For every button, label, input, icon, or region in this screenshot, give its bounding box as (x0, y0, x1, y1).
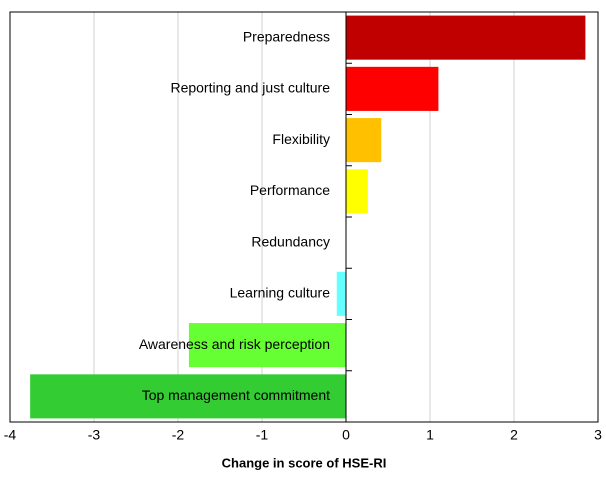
category-label: Performance (250, 182, 330, 198)
x-tick-label: -4 (4, 427, 17, 443)
bar (30, 374, 346, 419)
bar (346, 118, 382, 163)
bar (336, 271, 346, 316)
bar (346, 169, 368, 214)
x-tick-label: -1 (256, 427, 269, 443)
bar (346, 66, 439, 111)
bar (188, 323, 346, 368)
x-tick-label: 1 (426, 427, 434, 443)
category-label: Reporting and just culture (170, 80, 330, 96)
x-tick-label: 3 (594, 427, 602, 443)
x-tick-label: -3 (88, 427, 101, 443)
category-label: Top management commitment (142, 387, 330, 403)
plot-frame (9, 11, 599, 423)
category-label: Learning culture (230, 285, 331, 301)
category-label: Flexibility (272, 131, 330, 147)
category-label: Preparedness (243, 28, 330, 44)
x-tick-label: 2 (510, 427, 518, 443)
x-tick-label: 0 (342, 427, 350, 443)
category-label: Awareness and risk perception (139, 336, 330, 352)
x-tick-label: -2 (172, 427, 185, 443)
category-label: Redundancy (251, 233, 330, 249)
x-axis-title: Change in score of HSE-RI (222, 455, 387, 470)
bar (346, 15, 586, 60)
